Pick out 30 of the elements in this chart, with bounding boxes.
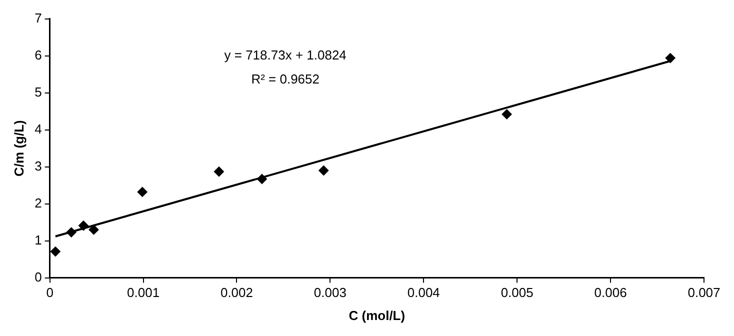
y-tick-label: 4	[34, 121, 42, 136]
point	[318, 166, 329, 176]
y-tick-label: 7	[34, 10, 42, 26]
x-tick-label: 0.007	[688, 285, 720, 300]
y-tick-label: 0	[34, 269, 42, 284]
point	[214, 166, 224, 177]
point	[78, 220, 88, 231]
x-tick-label: 0.001	[127, 285, 160, 300]
point	[665, 53, 676, 64]
y-tick-label: 6	[34, 47, 42, 62]
x-tick-label: 0.004	[407, 285, 440, 300]
x-tick-label: 0.002	[220, 285, 254, 300]
point	[502, 109, 512, 120]
point	[50, 246, 60, 257]
point	[137, 186, 148, 197]
y-axis-title: C/m (g/L)	[11, 120, 26, 176]
x-tick-label: 0	[46, 285, 54, 300]
y-tick-label: 1	[34, 232, 42, 248]
point	[88, 224, 99, 235]
y-tick-label: 5	[34, 84, 42, 100]
x-tick-label: 0.005	[500, 285, 534, 300]
y-tick-label: 3	[34, 158, 42, 174]
x-tick-label: 0.006	[594, 285, 627, 300]
point	[256, 174, 267, 184]
annotation: R² = 0.9652	[251, 71, 320, 86]
x-tick-label: 0.003	[314, 285, 346, 300]
point	[66, 227, 76, 238]
x-axis-title: C (mol/L)	[348, 308, 406, 323]
y-tick-label: 2	[34, 195, 42, 210]
annotation: y = 718.73x + 1.0824	[224, 47, 346, 62]
